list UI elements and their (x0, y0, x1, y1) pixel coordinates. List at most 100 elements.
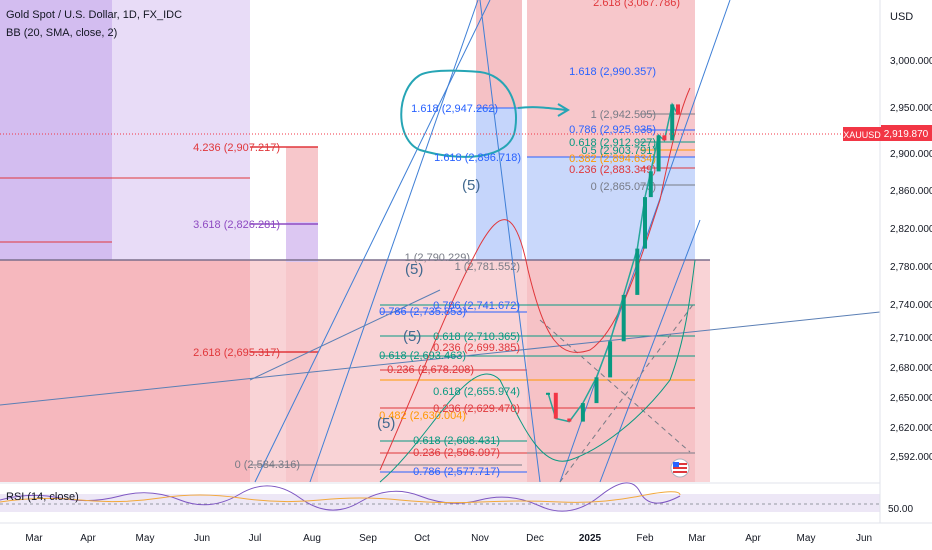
fib-label: 0.236 (2,629.470) (433, 403, 520, 415)
flag-stripe (673, 467, 687, 469)
price-candle (621, 294, 626, 342)
fib-label: 0.482 (2,630.004) (379, 410, 466, 422)
time-axis-label: May (136, 533, 155, 544)
dashed-channel-line (559, 301, 696, 483)
price-tick-label: 3,000.000 (890, 56, 932, 67)
fib-label: 4.236 (2,907.217) (193, 142, 280, 154)
time-axis-label: Feb (636, 533, 654, 544)
fib-label: 0.786 (2,741.672) (433, 300, 520, 312)
annotation-circle (400, 69, 517, 158)
current-price-tag (881, 125, 932, 141)
time-ticks: Mar Apr May Jun Jul Aug Sep Oct Nov Dec 2025 Feb Mar… (25, 533, 872, 544)
fib-label: 0 (2,865.076) (591, 181, 656, 193)
price-series (546, 102, 680, 423)
flag-stripe (673, 471, 687, 473)
price-candle (662, 135, 667, 141)
fib-label: 0.236 (2,596.097) (413, 447, 500, 459)
wave-label: (5) (405, 261, 423, 278)
time-axis-label: Mar (25, 533, 43, 544)
blue-zone-feb (527, 157, 695, 260)
trend-line (309, 0, 479, 483)
bollinger-lower-band (379, 259, 696, 483)
fib-label: 0.618 (2,693.463) (379, 350, 466, 362)
price-tick-label: 2,680.000 (890, 363, 932, 374)
price-candle (643, 197, 647, 249)
fib-label: 0.786 (2,735.853) (379, 306, 466, 318)
annotation-arrow (517, 106, 567, 111)
dashed-channel-line (539, 319, 691, 453)
price-candle (656, 135, 661, 172)
price-candle (567, 418, 572, 422)
indicator-label: BB (20, SMA, close, 2) (6, 27, 118, 39)
price-tick-label: 2,740.000 (890, 300, 932, 311)
flag-stripe (673, 463, 687, 465)
fib-label: 0.236 (2,678.208) (387, 364, 474, 376)
red-zone-left (0, 260, 250, 482)
fib-label: 0.236 (2,699.385) (433, 342, 520, 354)
purple-zone-aug (286, 222, 318, 262)
price-candle (635, 248, 640, 295)
current-symbol: XAUUSD (843, 130, 881, 140)
price-axis[interactable] (880, 0, 932, 523)
price-tick-label: 2,710.000 (890, 333, 932, 344)
fib-label: 2.618 (2,695.317) (193, 347, 280, 359)
time-axis-label: Nov (471, 533, 489, 544)
time-axis-label: Sep (359, 533, 377, 544)
rsi-line (0, 482, 681, 512)
price-tick-label: 2,592.000 (890, 452, 932, 463)
time-axis-label: Jul (249, 533, 262, 544)
wave-label: (5) (377, 415, 395, 432)
fib-label: 0.786 (2,925.935) (569, 124, 656, 136)
time-axis[interactable] (0, 523, 932, 550)
bollinger-upper-band (379, 87, 691, 471)
wave-label: (5) (403, 328, 421, 345)
price-candle (670, 104, 675, 141)
rsi-level-label: 50.00 (888, 504, 913, 515)
time-axis-label: Mar (688, 533, 706, 544)
purple-zone-mid (112, 0, 250, 260)
price-candle (648, 171, 653, 198)
price-candle (546, 392, 550, 395)
price-tick-label: 2,860.000 (890, 186, 932, 197)
fib-label: 0 (2,584.316) (235, 459, 300, 471)
fib-label: 0.618 (2,655.974) (433, 386, 520, 398)
price-candle (580, 403, 585, 422)
time-axis-label: Apr (745, 533, 761, 544)
time-axis-label: Jun (856, 533, 872, 544)
price-tick-label: 2,620.000 (890, 423, 932, 434)
fib-label: 0.236 (2,883.349) (569, 164, 656, 176)
price-tick-label: 2,900.000 (890, 149, 932, 160)
wave-label: (5) (462, 177, 480, 194)
price-ticks: 3,000.000 2,950.000 2,900.000 2,860.000 2,82… (890, 56, 932, 463)
price-candle (608, 341, 613, 378)
flag-canton (673, 462, 679, 467)
fib-label: 1.618 (2,990.357) (569, 66, 656, 78)
time-axis-label: May (797, 533, 816, 544)
time-axis-label: Apr (80, 533, 96, 544)
price-tick-label: 2,820.000 (890, 224, 932, 235)
trend-line (599, 219, 701, 483)
fib-label: 1.618 (2,896.718) (434, 152, 521, 164)
fib-label: 3.618 (2,826.281) (193, 219, 280, 231)
trend-line (479, 0, 541, 483)
fib-label: 1 (2,781.552) (455, 261, 520, 273)
fib-label: 0.618 (2,912.927) (569, 137, 656, 149)
price-tick-label: 2,650.000 (890, 393, 932, 404)
time-axis-label: Jun (194, 533, 210, 544)
annotation-arrow-head (557, 103, 570, 117)
time-axis-label: 2025 (579, 533, 602, 544)
fib-label: 2.618 (3,067.786) (593, 0, 680, 9)
price-tick-label: 2,780.000 (890, 262, 932, 273)
time-axis-label: Dec (526, 533, 544, 544)
purple-zone-left (0, 0, 112, 260)
rsi-signal-line (0, 491, 681, 504)
trend-line (254, 0, 491, 483)
time-axis-label: Oct (414, 533, 430, 544)
symbol-tag (843, 127, 881, 141)
fib-label: 0.618 (2,608.431) (413, 435, 500, 447)
trend-line (0, 311, 881, 406)
fib-label: 1 (2,942.505) (591, 109, 656, 121)
fib-label: 1.618 (2,947.262) (411, 103, 498, 115)
